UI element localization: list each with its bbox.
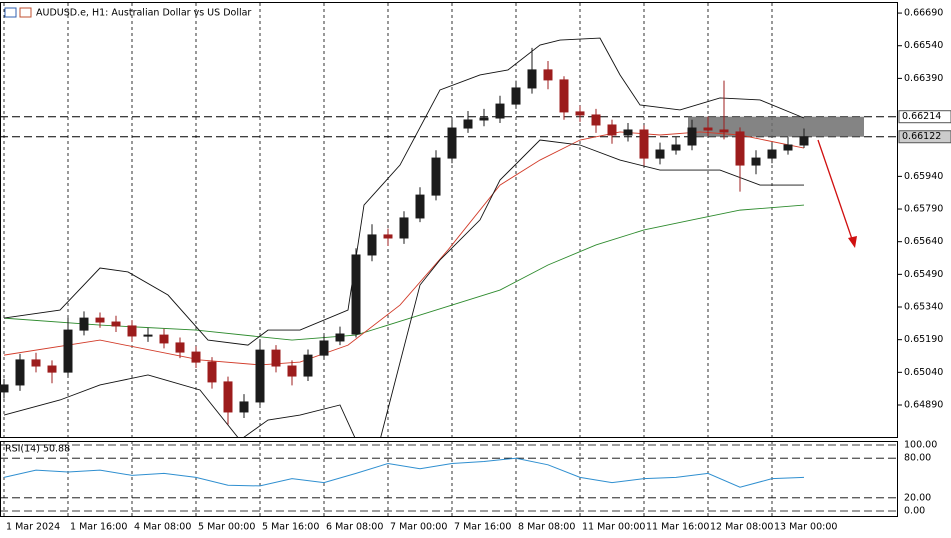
candle-body <box>335 333 345 342</box>
indicator-line <box>3 139 804 437</box>
candle-body <box>463 119 473 129</box>
x-tick-label: 11 Mar 16:00 <box>646 522 709 533</box>
candle-body <box>703 127 713 131</box>
x-tick-label: 7 Mar 16:00 <box>454 522 511 533</box>
candle-body <box>799 136 809 146</box>
candle-body <box>15 359 25 386</box>
candle-body <box>415 194 425 219</box>
y-tick-label: 0.65190 <box>904 334 943 345</box>
candle-body <box>527 69 537 89</box>
candle-body <box>111 321 121 327</box>
candle-body <box>351 254 361 335</box>
x-tick-label: 4 Mar 08:00 <box>134 522 191 533</box>
x-tick-label: 6 Mar 08:00 <box>326 522 383 533</box>
candle-body <box>319 340 329 356</box>
candle-body <box>751 157 761 166</box>
candle-body <box>399 217 409 239</box>
candle-body <box>127 325 137 337</box>
y-tick-label: 100.00 <box>904 440 937 451</box>
candle-body <box>639 129 649 159</box>
candle-body <box>143 334 153 337</box>
main-panel-frame <box>0 2 898 438</box>
forecast-arrow <box>817 139 854 243</box>
candle-body <box>431 157 441 196</box>
y-tick-label: 0.65490 <box>904 269 943 280</box>
indicator-line <box>3 131 805 366</box>
level-label-box <box>898 110 951 124</box>
candle-body <box>623 129 633 136</box>
price-zone <box>688 116 864 137</box>
candle-body <box>575 111 585 116</box>
candle-body <box>271 349 281 367</box>
candle-body <box>159 334 169 344</box>
y-tick-label: 0.65640 <box>904 236 943 247</box>
candle-body <box>0 384 9 393</box>
y-tick-label: 0.65790 <box>904 204 943 215</box>
candle-body <box>207 361 217 383</box>
rsi-title: RSI(14) 50.88 <box>5 444 70 455</box>
y-tick-label: 0.00 <box>904 506 925 517</box>
candle-body <box>719 129 729 133</box>
rsi-line <box>3 457 805 488</box>
level-label-box <box>898 130 951 144</box>
x-tick-label: 5 Mar 00:00 <box>198 522 255 533</box>
candle-body <box>591 114 601 126</box>
y-tick-label: 0.66540 <box>904 40 943 51</box>
candle-body <box>559 79 569 113</box>
candle-body <box>303 354 313 377</box>
candle-body <box>95 317 105 323</box>
candle-body <box>655 149 665 159</box>
indicator-line <box>3 37 805 346</box>
candle-body <box>223 381 233 413</box>
x-tick-label: 1 Mar 2024 <box>6 522 60 533</box>
x-tick-label: 8 Mar 08:00 <box>518 522 575 533</box>
y-tick-label: 20.00 <box>904 492 931 503</box>
candle-body <box>79 317 89 331</box>
candle-body <box>63 329 73 373</box>
chart-icon <box>19 7 32 18</box>
candle-body <box>735 131 745 166</box>
candle-body <box>367 234 377 256</box>
candle-body <box>511 87 521 105</box>
candle-body <box>191 351 201 363</box>
candle-body <box>447 127 457 159</box>
chart-title: AUDUSD.e, H1: Australian Dollar vs US Do… <box>36 8 251 19</box>
candle-body <box>287 365 297 377</box>
candle-body <box>671 144 681 151</box>
candle-body <box>47 365 57 373</box>
candle-body <box>687 127 697 146</box>
candle-body <box>479 117 489 121</box>
rsi-panel-frame <box>0 441 898 517</box>
candle-body <box>543 69 553 81</box>
x-tick-label: 1 Mar 16:00 <box>70 522 127 533</box>
candle-body <box>607 124 617 136</box>
level-label: 0.66214 <box>902 111 941 122</box>
candle-body <box>255 349 265 403</box>
candle-body <box>495 103 505 119</box>
y-tick-label: 0.65340 <box>904 302 943 313</box>
x-tick-label: 11 Mar 00:00 <box>582 522 645 533</box>
level-label: 0.66122 <box>902 131 941 142</box>
candle-body <box>783 144 793 151</box>
forecast-arrow-head <box>848 236 857 248</box>
y-tick-label: 0.65040 <box>904 367 943 378</box>
x-tick-label: 7 Mar 00:00 <box>390 522 447 533</box>
x-tick-label: 12 Mar 08:00 <box>710 522 773 533</box>
y-tick-label: 0.65940 <box>904 171 943 182</box>
candle-body <box>383 234 393 239</box>
x-tick-label: 13 Mar 00:00 <box>774 522 837 533</box>
chart-icon <box>4 7 17 18</box>
candle-body <box>767 149 777 159</box>
y-tick-label: 0.66390 <box>904 73 943 84</box>
candle-body <box>239 401 249 413</box>
x-tick-label: 5 Mar 16:00 <box>262 522 319 533</box>
y-tick-label: 80.00 <box>904 453 931 464</box>
candle-body <box>31 359 41 367</box>
y-tick-label: 0.64890 <box>904 399 943 410</box>
indicator-line <box>3 204 805 341</box>
candle-body <box>175 342 185 353</box>
y-tick-label: 0.66690 <box>904 8 943 19</box>
